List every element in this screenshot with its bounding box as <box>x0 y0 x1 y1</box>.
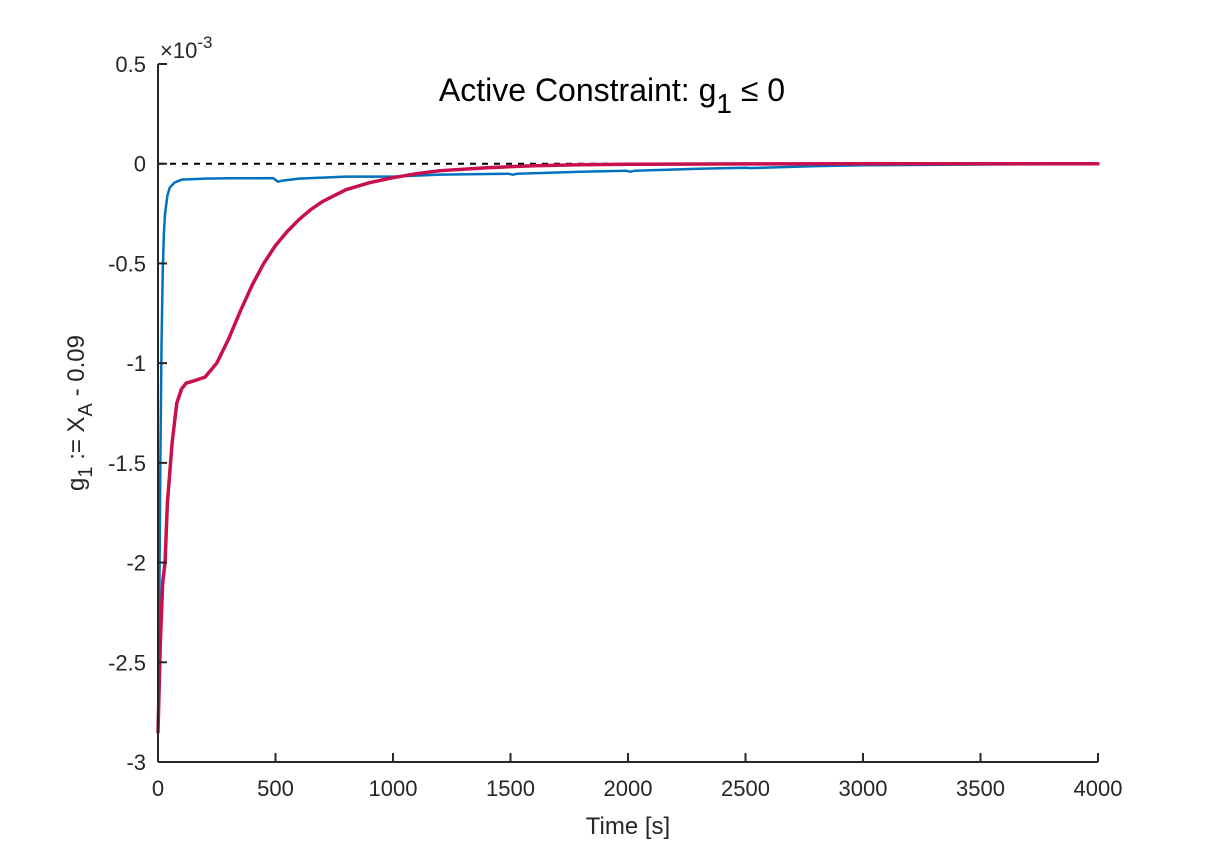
axes: 0 500 1000 1500 2000 2500 3000 3500 4000 -3-2.5-… <box>108 52 1122 801</box>
series-line-2 <box>156 161 1100 734</box>
y-label-main: g <box>63 478 90 491</box>
y-tick-label: -2 <box>126 551 146 576</box>
y-tick-label: -2.5 <box>108 650 146 675</box>
series-layer <box>156 161 1100 734</box>
x-tick-label: 1000 <box>369 776 418 801</box>
x-ticks: 0 500 1000 1500 2000 2500 3000 3500 4000 <box>152 753 1123 801</box>
x-tick-label: 1500 <box>486 776 535 801</box>
y-tick-label: 0 <box>134 152 146 177</box>
y-tick-label: -1 <box>126 351 146 376</box>
y-exponent-label: ×10-3 <box>160 33 212 63</box>
chart-title: Active Constraint: g1 ≤ 0 <box>439 72 785 119</box>
x-axis-label: Time [s] <box>586 813 670 840</box>
y-exponent-power: -3 <box>197 33 212 52</box>
x-tick-label: 3000 <box>839 776 888 801</box>
y-ticks: -3 -2.5 -2 -1.5 -1 -0.5 0 0.5 <box>108 52 167 775</box>
x-tick-label: 0 <box>152 776 164 801</box>
y-label-subscript-2: A <box>75 402 97 416</box>
x-tick-label: 3500 <box>956 776 1005 801</box>
y-tick-label: -1.5 <box>108 451 146 476</box>
title-suffix: ≤ 0 <box>732 72 785 108</box>
x-tick-label: 500 <box>257 776 294 801</box>
title-main: Active Constraint: g <box>439 72 716 108</box>
y-axis-label: g1 := XA - 0.09 <box>63 335 97 491</box>
plot-area <box>156 161 1100 734</box>
y-tick-label: -0.5 <box>108 251 146 276</box>
series-line-1 <box>156 162 1100 734</box>
y-label-middle: := X <box>63 416 90 466</box>
x-tick-label: 4000 <box>1074 776 1123 801</box>
y-tick-label: 0.5 <box>115 52 146 77</box>
y-tick-label: -3 <box>126 750 146 775</box>
y-label-subscript-1: 1 <box>75 466 97 477</box>
x-tick-label: 2000 <box>604 776 653 801</box>
x-tick-label: 2500 <box>721 776 770 801</box>
title-subscript: 1 <box>716 88 732 119</box>
y-label-suffix: - 0.09 <box>63 335 90 403</box>
y-exponent-base: ×10 <box>160 38 197 63</box>
